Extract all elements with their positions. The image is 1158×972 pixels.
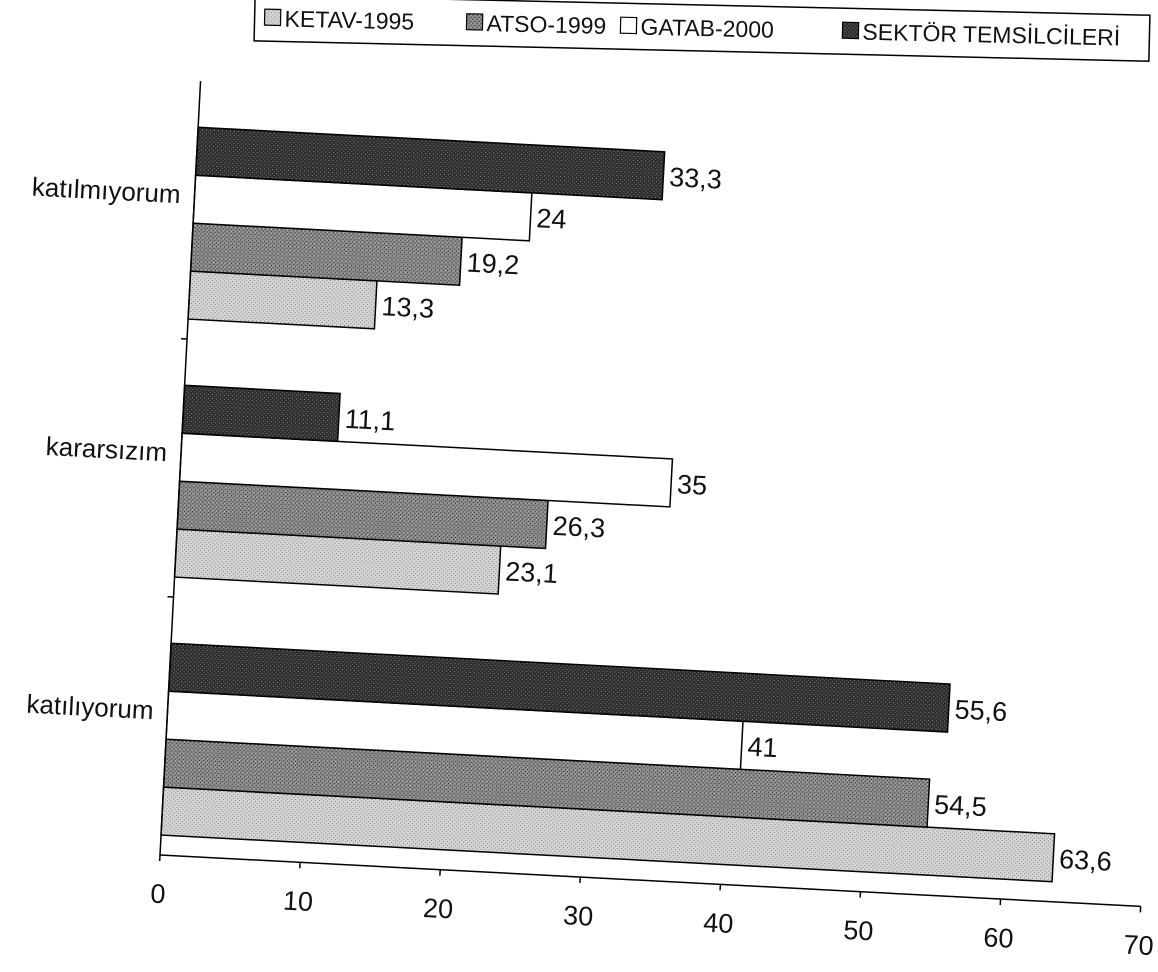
x-tick-label-4: 40 xyxy=(703,908,735,940)
legend-label-1: ATSO-1999 xyxy=(486,10,606,39)
x-tick-label-2: 20 xyxy=(422,893,454,925)
x-tick-label-7: 70 xyxy=(1123,930,1155,962)
category-labels-layer: katılmıyorum kararsızım katılıyorum xyxy=(4,172,181,726)
category-label-0: katılmıyorum xyxy=(31,172,181,210)
data-label-1-0: 19,2 xyxy=(466,248,520,281)
data-label-2-1: 35 xyxy=(676,469,708,501)
legend-label-0: KETAV-1995 xyxy=(284,6,414,35)
plot-area: 13,3 19,2 24 33,3 23,1 26,3 35 11,1 63,6 54,5 41 55… xyxy=(0,73,1158,962)
x-tick-label-1: 10 xyxy=(282,886,314,918)
data-label-0-2: 63,6 xyxy=(1058,844,1112,877)
data-label-3-0: 33,3 xyxy=(669,162,723,195)
data-label-3-2: 55,6 xyxy=(954,694,1008,727)
data-label-2-2: 41 xyxy=(747,732,779,764)
legend-swatch-2 xyxy=(620,17,636,33)
x-tick-label-3: 30 xyxy=(562,900,594,932)
x-tick-label-5: 50 xyxy=(843,915,875,947)
legend-label-2: GATAB-2000 xyxy=(640,14,774,43)
category-label-2: katılıyorum xyxy=(26,689,155,726)
legend-swatch-1 xyxy=(466,14,482,30)
data-label-0-1: 23,1 xyxy=(505,556,559,589)
category-label-1: kararsızım xyxy=(45,431,168,467)
x-tick-label-6: 60 xyxy=(983,922,1015,954)
data-label-1-2: 54,5 xyxy=(933,789,987,822)
data-label-2-0: 24 xyxy=(536,203,568,235)
x-tick-label-0: 0 xyxy=(150,879,167,910)
legend-swatch-3 xyxy=(842,22,858,38)
bars-layer xyxy=(161,127,1089,881)
bar-3-1 xyxy=(182,385,340,441)
data-label-3-1: 11,1 xyxy=(344,404,396,437)
data-label-1-1: 26,3 xyxy=(552,511,606,544)
legend-swatch-0 xyxy=(264,9,280,25)
data-label-0-0: 13,3 xyxy=(381,291,435,324)
